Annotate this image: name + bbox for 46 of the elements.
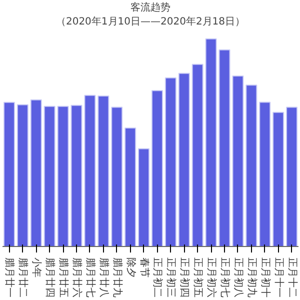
bar [30,99,42,246]
bar [57,106,69,246]
chart-subtitle: （2020年1月10日——2020年2月18日） [56,16,246,28]
x-tick-label: 正月初六 [206,258,218,298]
x-tick-label: 腊月廿八 [98,258,110,298]
x-tick-label: 正月初十 [259,258,272,298]
x-tick-label: 正月初五 [192,258,204,298]
x-tick-label: 腊月廿七 [84,258,96,298]
x-tick-label: 小年 [30,258,43,278]
bar [16,104,28,246]
x-tick-label: 腊月廿一 [4,258,16,298]
bar [232,76,244,246]
bar [84,94,96,246]
x-tick-label: 正月十二 [286,258,298,298]
x-tick-label: 正月初二 [152,258,164,298]
x-tick-label: 春节 [138,258,150,278]
bar [44,106,56,246]
x-tick-label: 腊月廿五 [58,258,70,298]
x-tick-label: 正月初四 [178,258,191,298]
x-tick-label: 正月初七 [219,258,231,298]
bar [98,95,110,246]
bar [246,84,258,246]
x-tick-label: 正月初九 [246,258,258,298]
bar [259,102,271,246]
bar [138,148,150,246]
bar [124,127,136,246]
bar [164,77,176,246]
bar [178,72,190,246]
x-tick-label: 正月十一 [272,258,285,298]
bar [111,106,123,246]
x-tick-label: 腊月廿六 [71,258,83,298]
chart-title: 客流趋势 [130,2,170,14]
x-tick-label: 腊月廿四 [44,258,56,298]
x-tick-label: 除夕 [124,258,137,278]
bar [272,112,284,246]
bar [151,90,163,246]
x-tick-label: 腊月廿二 [17,258,30,298]
x-tick-label: 正月初三 [165,258,178,298]
bar [286,106,298,246]
bar [3,102,15,246]
bar [192,64,204,246]
x-tick-label: 正月初八 [232,258,244,298]
bar [70,104,82,246]
bar [218,49,230,246]
bar [205,38,217,246]
x-tick-label: 腊月廿九 [111,258,124,298]
